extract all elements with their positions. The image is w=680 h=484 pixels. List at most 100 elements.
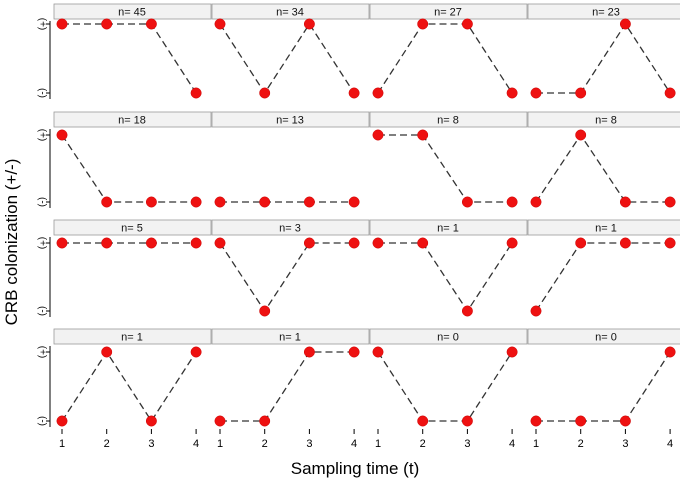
data-point: [101, 196, 113, 208]
panel: n= 13: [211, 111, 370, 208]
data-point: [145, 415, 157, 427]
x-tick-label: 1: [217, 438, 223, 450]
x-tick-label: 2: [262, 438, 268, 450]
panel-strip: [369, 328, 528, 345]
y-tick-label: (-): [36, 88, 47, 98]
data-point: [575, 129, 587, 141]
panel: n= 1 1 2 3 4: [211, 328, 370, 450]
panel-label: n= 1: [121, 332, 143, 344]
data-point: [348, 196, 360, 208]
data-point: [461, 415, 473, 427]
data-point: [101, 346, 113, 358]
data-point: [190, 346, 202, 358]
data-point: [530, 305, 542, 317]
data-point: [190, 237, 202, 249]
panel: n= 1: [369, 219, 528, 317]
data-point: [461, 18, 473, 30]
data-point: [461, 196, 473, 208]
series-line: [536, 22, 671, 94]
panel-label: n= 18: [118, 115, 146, 127]
data-point: [506, 237, 518, 249]
x-tick-label: 1: [375, 438, 381, 450]
series-line: [219, 242, 355, 313]
y-tick-label: (+): [36, 237, 47, 250]
panel-label: n= 1: [595, 223, 617, 235]
x-tick-label: 4: [667, 438, 673, 450]
panel-strip: [53, 111, 212, 128]
panel: n= 1 (+) (-) 1 2 3 4: [36, 328, 212, 450]
data-point: [461, 305, 473, 317]
panel-label: n= 34: [276, 7, 304, 19]
data-point: [303, 196, 315, 208]
y-tick-label: (-): [36, 197, 47, 207]
data-point: [259, 87, 271, 99]
panel-strip: [369, 219, 528, 236]
x-tick-label: 1: [533, 438, 539, 450]
panel-grid: n= 45(+)(-)n= 34 n= 27 n= 23n= 18(+)(-)n= …: [36, 3, 680, 450]
y-tick-label: (-): [36, 416, 47, 426]
y-tick-label: (+): [36, 18, 47, 31]
series-line: [61, 350, 197, 423]
data-point: [101, 237, 113, 249]
data-point: [530, 196, 542, 208]
data-point: [56, 18, 68, 30]
data-point: [214, 237, 226, 249]
data-point: [145, 196, 157, 208]
panel: n= 23: [527, 3, 680, 99]
data-point: [303, 237, 315, 249]
data-point: [417, 237, 429, 249]
data-point: [619, 196, 631, 208]
series-line: [62, 23, 197, 94]
data-point: [417, 18, 429, 30]
data-point: [259, 196, 271, 208]
panel-label: n= 3: [279, 223, 301, 235]
data-point: [190, 196, 202, 208]
panel: n= 5 (+) (-): [36, 219, 212, 317]
series-line: [536, 351, 671, 422]
panel-label: n= 1: [437, 223, 459, 235]
data-point: [619, 18, 631, 30]
panel-strip: [527, 3, 680, 20]
series-line: [535, 133, 671, 203]
x-tick-label: 4: [193, 438, 199, 450]
data-point: [372, 87, 384, 99]
panel: n= 3: [211, 219, 370, 317]
panel: n= 8: [369, 111, 528, 208]
data-point: [101, 18, 113, 30]
y-tick-label: (+): [36, 129, 47, 142]
x-tick-label: 3: [148, 438, 154, 450]
x-tick-label: 3: [464, 438, 470, 450]
x-tick-label: 2: [104, 438, 110, 450]
series-line: [219, 22, 355, 95]
data-point: [575, 415, 587, 427]
data-point: [348, 346, 360, 358]
series-line: [61, 134, 197, 203]
panel-label: n= 8: [437, 115, 459, 127]
data-point: [417, 415, 429, 427]
data-point: [664, 87, 676, 99]
panel-strip: [527, 219, 680, 236]
data-point: [56, 415, 68, 427]
data-point: [530, 87, 542, 99]
data-point: [530, 415, 542, 427]
x-tick-label: 4: [509, 438, 515, 450]
series-line: [378, 242, 513, 313]
panel-strip: [369, 3, 528, 20]
data-point: [372, 237, 384, 249]
panel-label: n= 0: [595, 332, 617, 344]
panel: n= 0 1 2 3 4: [369, 328, 528, 450]
panel-strip: [211, 328, 370, 345]
x-tick-label: 2: [420, 438, 426, 450]
data-point: [506, 346, 518, 358]
x-tick-label: 3: [306, 438, 312, 450]
panel: n= 8: [527, 111, 680, 208]
panel-strip: [211, 3, 370, 20]
data-point: [303, 18, 315, 30]
panel-label: n= 13: [276, 115, 304, 127]
y-tick-label: (+): [36, 346, 47, 359]
data-point: [664, 237, 676, 249]
panel-strip: [53, 328, 212, 345]
x-tick-label: 2: [578, 438, 584, 450]
data-point: [372, 129, 384, 141]
y-axis-title: CRB colonization (+/-): [2, 159, 21, 326]
